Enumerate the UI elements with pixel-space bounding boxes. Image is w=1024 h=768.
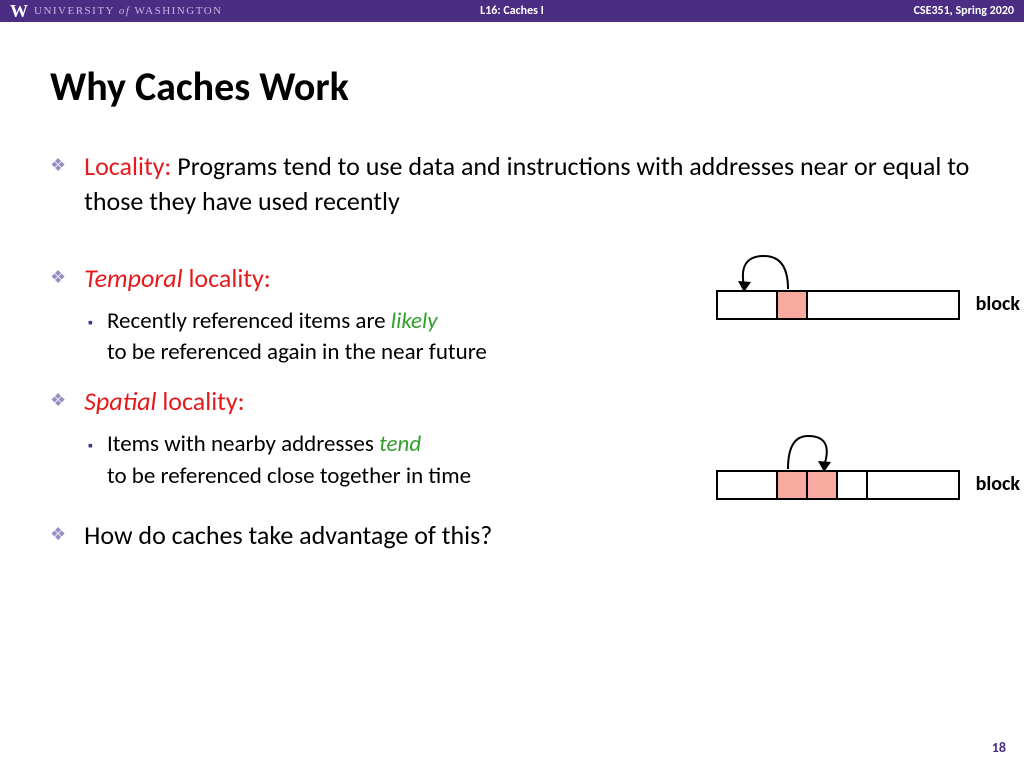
diamond-icon: ❖: [50, 153, 66, 177]
block-cell: [718, 292, 778, 318]
page-number: 18: [992, 739, 1006, 756]
bullet-spatial: ❖ Spatial locality:: [50, 384, 974, 419]
diamond-icon: ❖: [50, 522, 66, 546]
block-label: block: [976, 472, 1020, 496]
diamond-icon: ❖: [50, 265, 66, 289]
block-row: [716, 470, 960, 500]
block-cell: [778, 292, 808, 318]
block-cell: [778, 472, 808, 498]
bullet-question: ❖ How do caches take advantage of this?: [50, 518, 974, 553]
loop-arrow-icon: [716, 244, 816, 294]
square-icon: ▪: [88, 314, 93, 333]
university-name: UNIVERSITY of WASHINGTON: [34, 5, 223, 17]
square-icon: ▪: [88, 437, 93, 456]
block-cell: [718, 472, 778, 498]
block-cell: [838, 472, 868, 498]
slide-header: W UNIVERSITY of WASHINGTON L16: Caches I…: [0, 0, 1024, 22]
block-cell: [808, 472, 838, 498]
diamond-icon: ❖: [50, 388, 66, 412]
block-label: block: [976, 292, 1020, 316]
page-title: Why Caches Work: [50, 62, 974, 111]
uw-logo: W: [10, 1, 28, 22]
temporal-diagram: block: [716, 290, 960, 320]
spatial-diagram: block: [716, 470, 960, 500]
bullet-locality: ❖ Locality: Programs tend to use data an…: [50, 149, 974, 219]
forward-arrow-icon: [716, 424, 836, 474]
course-term: CSE351, Spring 2020: [914, 4, 1014, 18]
block-cell: [868, 472, 958, 498]
block-row: [716, 290, 960, 320]
lecture-title: L16: Caches I: [480, 4, 544, 18]
block-cell: [808, 292, 958, 318]
